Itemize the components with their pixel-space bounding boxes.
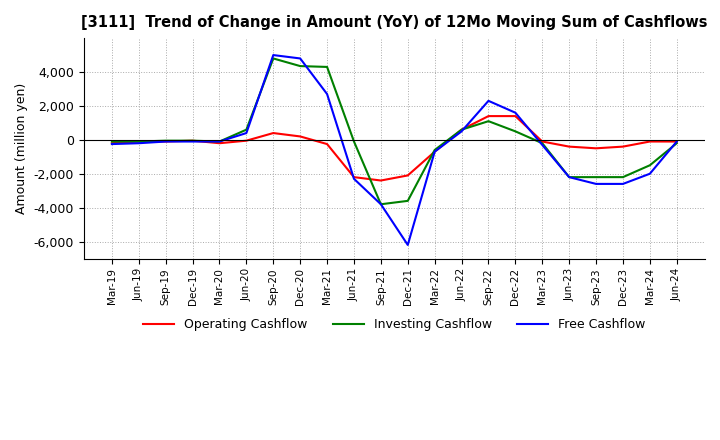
Investing Cashflow — [403, 198, 412, 204]
Free Cashflow — [403, 242, 412, 248]
Operating Cashflow — [135, 139, 143, 144]
Operating Cashflow — [403, 173, 412, 178]
Free Cashflow — [107, 141, 116, 147]
Line: Free Cashflow: Free Cashflow — [112, 55, 677, 245]
Free Cashflow — [215, 139, 224, 144]
Free Cashflow — [135, 141, 143, 146]
Investing Cashflow — [618, 175, 627, 180]
Operating Cashflow — [161, 139, 170, 144]
Operating Cashflow — [511, 114, 520, 119]
Free Cashflow — [511, 110, 520, 115]
Free Cashflow — [161, 139, 170, 144]
Operating Cashflow — [269, 130, 278, 136]
Free Cashflow — [188, 139, 197, 144]
Operating Cashflow — [431, 149, 439, 154]
Free Cashflow — [618, 181, 627, 187]
Operating Cashflow — [323, 141, 331, 147]
Free Cashflow — [538, 142, 546, 147]
Investing Cashflow — [350, 139, 359, 144]
Line: Investing Cashflow: Investing Cashflow — [112, 59, 677, 204]
Operating Cashflow — [377, 178, 385, 183]
Title: [3111]  Trend of Change in Amount (YoY) of 12Mo Moving Sum of Cashflows: [3111] Trend of Change in Amount (YoY) o… — [81, 15, 708, 30]
Investing Cashflow — [296, 63, 305, 69]
Operating Cashflow — [484, 114, 492, 119]
Operating Cashflow — [296, 134, 305, 139]
Free Cashflow — [484, 98, 492, 103]
Investing Cashflow — [269, 56, 278, 61]
Operating Cashflow — [672, 139, 681, 144]
Operating Cashflow — [646, 139, 654, 144]
Legend: Operating Cashflow, Investing Cashflow, Free Cashflow: Operating Cashflow, Investing Cashflow, … — [138, 313, 651, 336]
Investing Cashflow — [484, 118, 492, 124]
Investing Cashflow — [646, 163, 654, 168]
Free Cashflow — [269, 52, 278, 58]
Operating Cashflow — [215, 141, 224, 146]
Free Cashflow — [350, 176, 359, 181]
Y-axis label: Amount (million yen): Amount (million yen) — [15, 83, 28, 214]
Investing Cashflow — [592, 175, 600, 180]
Investing Cashflow — [135, 139, 143, 144]
Free Cashflow — [672, 139, 681, 144]
Investing Cashflow — [431, 147, 439, 153]
Operating Cashflow — [107, 141, 116, 146]
Investing Cashflow — [377, 202, 385, 207]
Operating Cashflow — [538, 139, 546, 144]
Investing Cashflow — [161, 138, 170, 143]
Investing Cashflow — [242, 127, 251, 132]
Operating Cashflow — [618, 144, 627, 149]
Free Cashflow — [242, 130, 251, 136]
Operating Cashflow — [350, 175, 359, 180]
Investing Cashflow — [672, 141, 681, 146]
Free Cashflow — [431, 149, 439, 154]
Free Cashflow — [592, 181, 600, 187]
Line: Operating Cashflow: Operating Cashflow — [112, 116, 677, 180]
Operating Cashflow — [565, 144, 574, 149]
Operating Cashflow — [457, 127, 466, 132]
Free Cashflow — [646, 171, 654, 176]
Free Cashflow — [377, 202, 385, 207]
Investing Cashflow — [215, 139, 224, 144]
Free Cashflow — [323, 92, 331, 97]
Investing Cashflow — [538, 141, 546, 146]
Free Cashflow — [296, 56, 305, 61]
Operating Cashflow — [242, 138, 251, 143]
Investing Cashflow — [565, 175, 574, 180]
Free Cashflow — [565, 175, 574, 180]
Free Cashflow — [457, 129, 466, 134]
Investing Cashflow — [188, 138, 197, 143]
Investing Cashflow — [323, 64, 331, 70]
Investing Cashflow — [457, 127, 466, 132]
Investing Cashflow — [511, 129, 520, 134]
Operating Cashflow — [188, 138, 197, 143]
Investing Cashflow — [107, 139, 116, 144]
Operating Cashflow — [592, 146, 600, 151]
